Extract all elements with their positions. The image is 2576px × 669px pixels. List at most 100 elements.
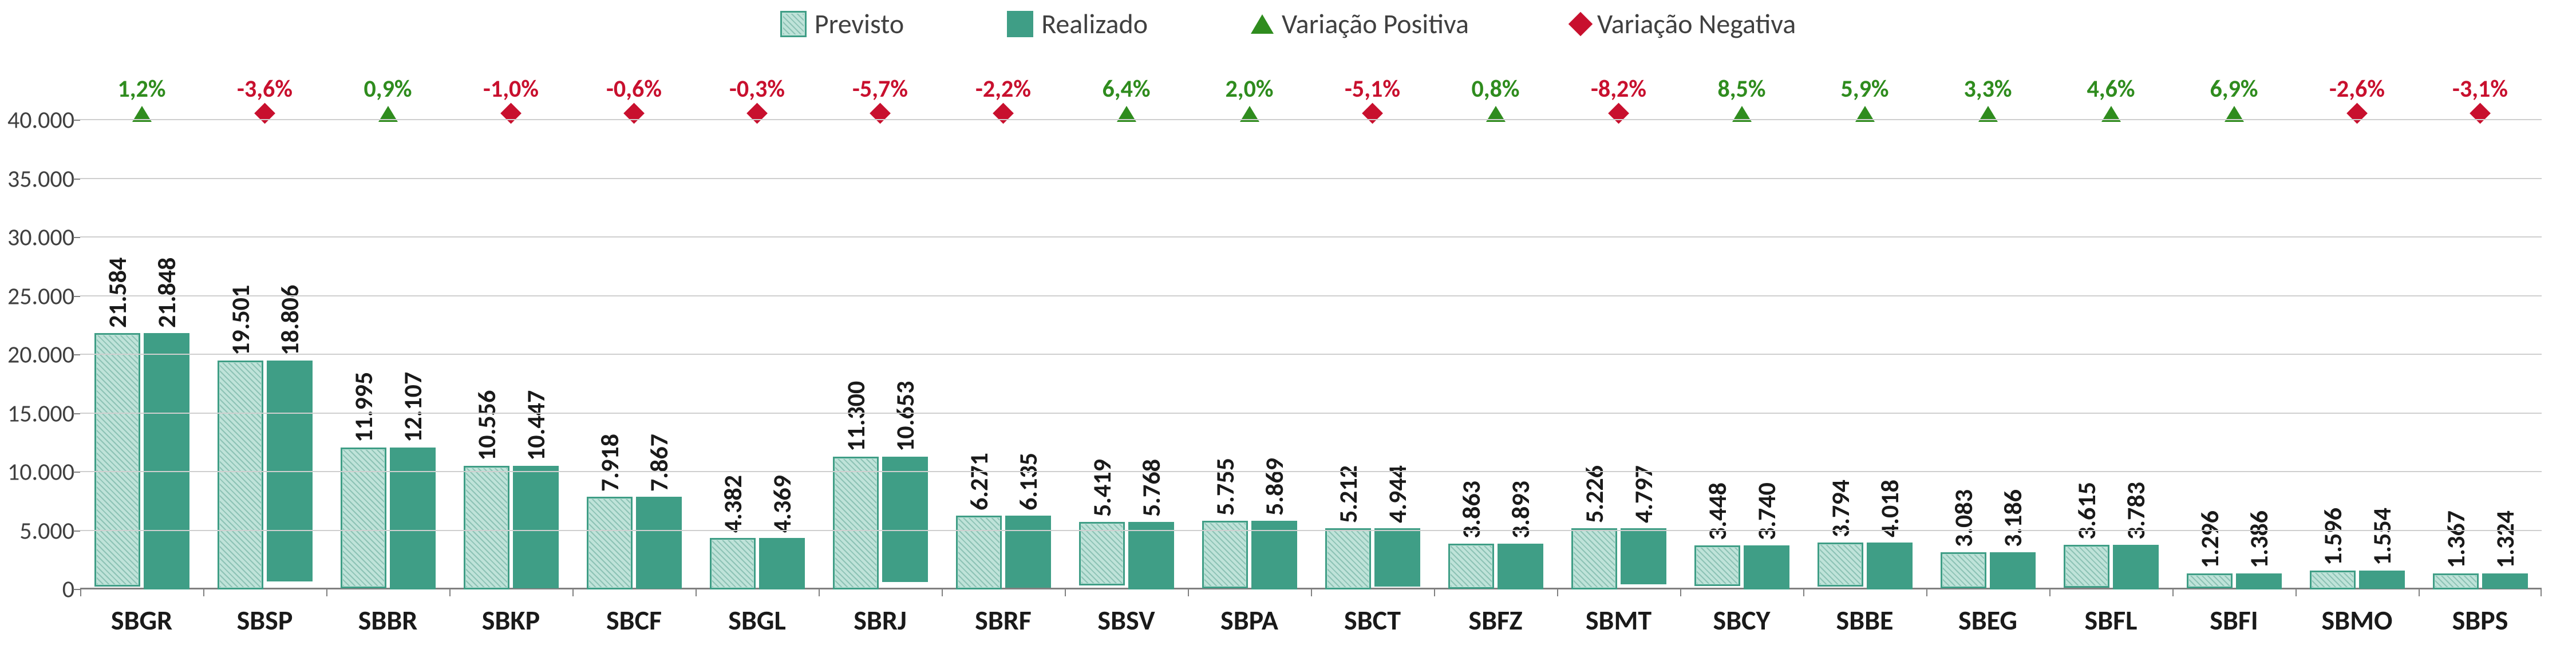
x-axis-label: SBRF [975,603,1032,637]
variation-text: 8,5% [1717,74,1765,104]
bar-realizado: 3.783 [2113,545,2159,589]
x-axis-label: SBGL [728,603,785,637]
x-tick-mark [1188,589,1189,596]
bar-label-realizado: 4.018 [1874,480,1905,537]
y-tick-mark [73,589,80,590]
bar-label-previsto: 1.596 [2317,508,2348,565]
legend-item-var-neg: Variação Negativa [1572,7,1796,41]
variation-item: 2,0% [1225,74,1273,122]
bar-label-realizado: 5.869 [1259,458,1290,516]
variation-text: -5,7% [852,74,908,104]
variation-text: -3,6% [237,74,293,104]
category-group: 10.55610.447 [464,466,559,589]
x-axis-label: SBSP [237,603,293,637]
bar-realizado: 3.740 [1744,545,1789,589]
bar-previsto: 11.300 [833,457,879,589]
variation-text: -2,6% [2329,74,2385,104]
category-group: 1.2961.386 [2187,573,2282,589]
bar-realizado: 21.848 [144,333,189,589]
bar-previsto: 3.863 [1448,544,1494,589]
variation-item: -3,6% [237,74,293,121]
bar-realizado: 10.447 [513,466,559,588]
bar-label-previsto: 1.367 [2440,510,2471,568]
variation-item: 1,2% [117,74,165,122]
bar-label-previsto: 4.382 [717,475,748,533]
variation-item: 6,9% [2210,74,2258,122]
y-tick-label: 0 [62,575,74,604]
bar-previsto: 21.584 [94,333,140,586]
x-axis-label: SBPA [1220,603,1278,637]
category-group: 5.2264.797 [1571,528,1666,589]
x-axis-label: SBBR [358,603,418,637]
legend-swatch-previsto [780,11,807,37]
grid-line [80,236,2542,237]
legend-label-realizado: Realizado [1041,7,1148,41]
y-tick-label: 40.000 [7,106,74,135]
chart-container: Previsto Realizado Variação Positiva Var… [0,0,2576,669]
category-group: 3.8633.893 [1448,544,1543,589]
bar-previsto: 1.596 [2310,571,2356,589]
bar-realizado: 3.893 [1498,544,1543,589]
variation-text: -0,3% [729,74,785,104]
x-axis-label: SBKP [482,603,540,637]
variation-text: 3,3% [1963,74,2012,104]
bar-label-realizado: 5.768 [1136,459,1167,517]
bar-previsto: 1.367 [2433,573,2479,589]
x-tick-mark [819,589,820,596]
bar-previsto: 5.212 [1325,528,1371,589]
bar-label-previsto: 5.226 [1579,465,1610,523]
category-group: 3.7944.018 [1818,543,1913,589]
variation-text: 5,9% [1840,74,1888,104]
variation-text: -0,6% [606,74,662,104]
bar-label-previsto: 11.300 [840,381,871,452]
category-group: 1.5961.554 [2310,571,2405,589]
x-axis-label: SBEG [1958,603,2017,637]
bar-label-realizado: 21.848 [151,258,182,328]
diamond-icon [1568,11,1593,35]
x-axis-label: SBMO [2321,603,2392,637]
x-tick-mark [1065,589,1066,596]
variation-item: -1,0% [483,74,539,121]
legend-label-previsto: Previsto [815,7,904,41]
y-tick-mark [73,237,80,238]
bar-label-realizado: 3.186 [1997,489,2028,547]
x-axis-label: SBCT [1344,603,1401,637]
variation-item: 3,3% [1963,74,2012,122]
legend-item-realizado: Realizado [1007,7,1148,41]
y-tick-mark [73,413,80,414]
variation-item: -5,1% [1345,74,1400,121]
y-tick-label: 15.000 [7,399,74,428]
legend-swatch-realizado [1007,11,1033,37]
y-tick-mark [73,472,80,473]
x-tick-mark [1311,589,1312,596]
variation-text: -5,1% [1345,74,1400,104]
variation-item: 0,8% [1471,74,1519,122]
bar-label-realizado: 7.867 [643,434,674,492]
variation-item: 6,4% [1102,74,1150,122]
x-tick-mark [696,589,697,596]
legend-item-previsto: Previsto [780,7,904,41]
x-axis-label: SBSV [1097,603,1155,637]
bar-previsto: 5.419 [1079,522,1125,585]
bar-label-previsto: 3.615 [2071,482,2102,540]
x-tick-mark [1680,589,1681,596]
bar-label-realizado: 1.554 [2366,508,2397,565]
grid-line [80,530,2542,531]
variation-row: 1,2%-3,6%0,9%-1,0%-0,6%-0,3%-5,7%-2,2%6,… [80,74,2542,109]
category-group: 5.2124.944 [1325,528,1420,589]
bar-previsto: 1.296 [2187,573,2233,589]
bar-label-previsto: 7.918 [594,434,625,492]
bar-label-realizado: 3.783 [2120,482,2151,540]
variation-item: -5,7% [852,74,908,121]
bars-area: 21.58421.84819.50118.80611.99512.10710.5… [80,120,2542,589]
y-tick-mark [73,354,80,355]
variation-item: 5,9% [1840,74,1888,122]
x-tick-mark [2419,589,2420,596]
x-tick-mark [2541,589,2542,596]
category-group: 21.58421.848 [94,333,189,589]
x-tick-mark [1434,589,1435,596]
bar-label-realizado: 4.369 [767,475,797,533]
y-tick-label: 35.000 [7,164,74,193]
bar-realizado: 10.653 [882,457,928,581]
bar-realizado: 1.324 [2482,573,2528,589]
